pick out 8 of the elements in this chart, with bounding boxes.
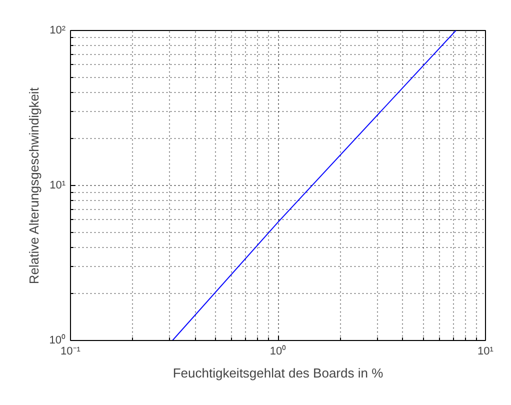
x-tick-label: 10⁻¹ <box>60 346 81 358</box>
x-tick-label: 10⁰ <box>270 344 286 358</box>
y-tick-label: 10² <box>50 24 66 36</box>
x-axis-title: Feuchtigkeitsgehlat des Boards in % <box>172 366 384 380</box>
y-tick-label: 10⁰ <box>49 334 66 346</box>
x-tick-label: 10¹ <box>478 346 494 358</box>
y-tick-label: 10¹ <box>50 180 66 192</box>
y-axis-title: Relative Alterungsgeschwindigkeit <box>26 87 42 284</box>
